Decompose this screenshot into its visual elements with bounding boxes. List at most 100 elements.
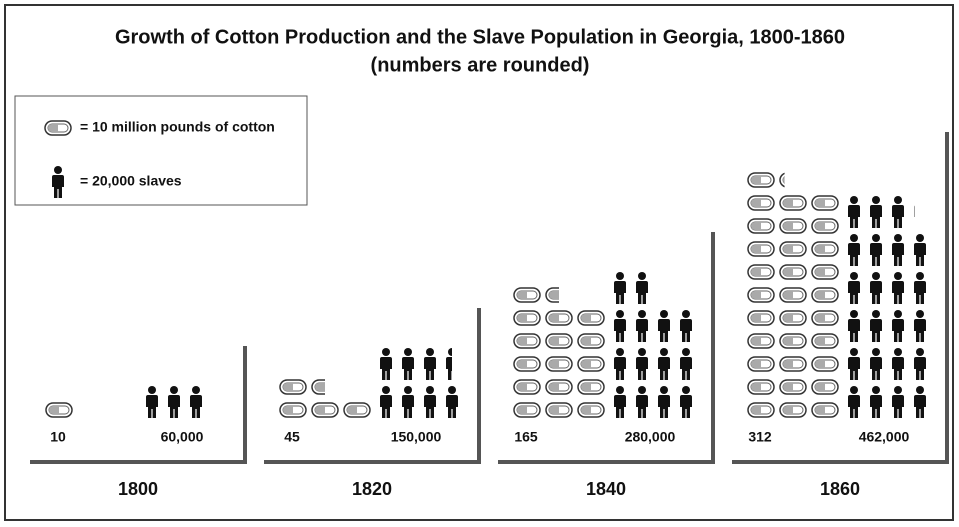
cotton-icon (779, 195, 807, 211)
person-head (916, 348, 924, 356)
person-icon (914, 272, 926, 304)
value-label: 45 (284, 429, 300, 445)
cotton-half (581, 337, 591, 345)
person-body (402, 357, 414, 380)
person-head (682, 310, 690, 318)
cotton-half (751, 383, 761, 391)
cotton-icon (513, 287, 541, 303)
person-head (616, 348, 624, 356)
person-icon (680, 348, 692, 380)
person-icon (914, 205, 915, 217)
cotton-icon (279, 402, 307, 418)
person-head (426, 386, 434, 394)
cotton-half (751, 360, 761, 368)
person-head (894, 348, 902, 356)
x-tick-label: 1840 (586, 479, 626, 499)
person-icon (190, 386, 202, 418)
cotton-half (49, 406, 59, 414)
person-icon (848, 310, 860, 342)
person-body (892, 281, 904, 304)
cotton-half (315, 406, 325, 414)
person-head (872, 386, 880, 394)
cotton-half (581, 406, 591, 414)
cotton-half (815, 268, 825, 276)
person-body (636, 395, 648, 418)
person-icon (680, 310, 692, 342)
cotton-icon (747, 333, 775, 349)
chart-subtitle: (numbers are rounded) (371, 54, 590, 76)
person-body (446, 395, 458, 418)
value-label: 462,000 (859, 429, 910, 445)
cotton-icon (577, 379, 605, 395)
cotton-half (815, 406, 825, 414)
person-body (680, 395, 692, 418)
cotton-half (751, 406, 761, 414)
person-body (870, 243, 882, 266)
person-head (872, 348, 880, 356)
person-body (914, 281, 926, 304)
person-icon (848, 196, 860, 228)
group-bracket (264, 308, 481, 464)
cotton-icon (779, 287, 807, 303)
cotton-icon (747, 287, 775, 303)
cotton-half (517, 383, 527, 391)
cotton-half (517, 360, 527, 368)
person-head (638, 386, 646, 394)
person-head (382, 348, 390, 356)
cotton-icon (311, 379, 325, 395)
person-head (404, 386, 412, 394)
person-body (848, 281, 860, 304)
cotton-icon (811, 195, 839, 211)
cotton-icon (343, 402, 371, 418)
cotton-half (783, 245, 793, 253)
person-body (614, 281, 626, 304)
person-body (146, 395, 158, 418)
cotton-icon (513, 379, 541, 395)
cotton-icon (811, 264, 839, 280)
cotton-half (783, 314, 793, 322)
person-icon (914, 348, 926, 380)
person-icon (914, 386, 926, 418)
person-icon (146, 386, 158, 418)
person-head (616, 310, 624, 318)
cotton-half (517, 291, 527, 299)
cotton-icon (545, 356, 573, 372)
person-icon (848, 272, 860, 304)
cotton-half (815, 245, 825, 253)
cotton-half (815, 291, 825, 299)
person-body (848, 319, 860, 342)
cotton-icon (779, 172, 785, 188)
person-body (614, 395, 626, 418)
cotton-half (751, 268, 761, 276)
cotton-icon (311, 402, 339, 418)
cotton-half (549, 291, 559, 299)
cotton-icon (779, 218, 807, 234)
person-head (616, 386, 624, 394)
person-icon (870, 234, 882, 266)
person-icon (424, 348, 436, 380)
cotton-icon (545, 310, 573, 326)
person-head (660, 310, 668, 318)
cotton-icon (577, 333, 605, 349)
person-icon (870, 348, 882, 380)
person-icon (892, 196, 904, 228)
person-body (892, 243, 904, 266)
person-icon (870, 196, 882, 228)
person-icon (892, 348, 904, 380)
person-body (190, 395, 202, 418)
person-head (850, 272, 858, 280)
person-head (872, 234, 880, 242)
cotton-half (48, 124, 58, 132)
person-body (892, 319, 904, 342)
person-body (614, 357, 626, 380)
cotton-half (549, 314, 559, 322)
person-icon (636, 386, 648, 418)
cotton-half (815, 337, 825, 345)
cotton-icon (513, 310, 541, 326)
cotton-half (517, 406, 527, 414)
cotton-half (347, 406, 357, 414)
value-label: 10 (50, 429, 66, 445)
person-icon (168, 386, 180, 418)
legend-label: = 10 million pounds of cotton (80, 119, 275, 135)
frame (4, 4, 954, 521)
